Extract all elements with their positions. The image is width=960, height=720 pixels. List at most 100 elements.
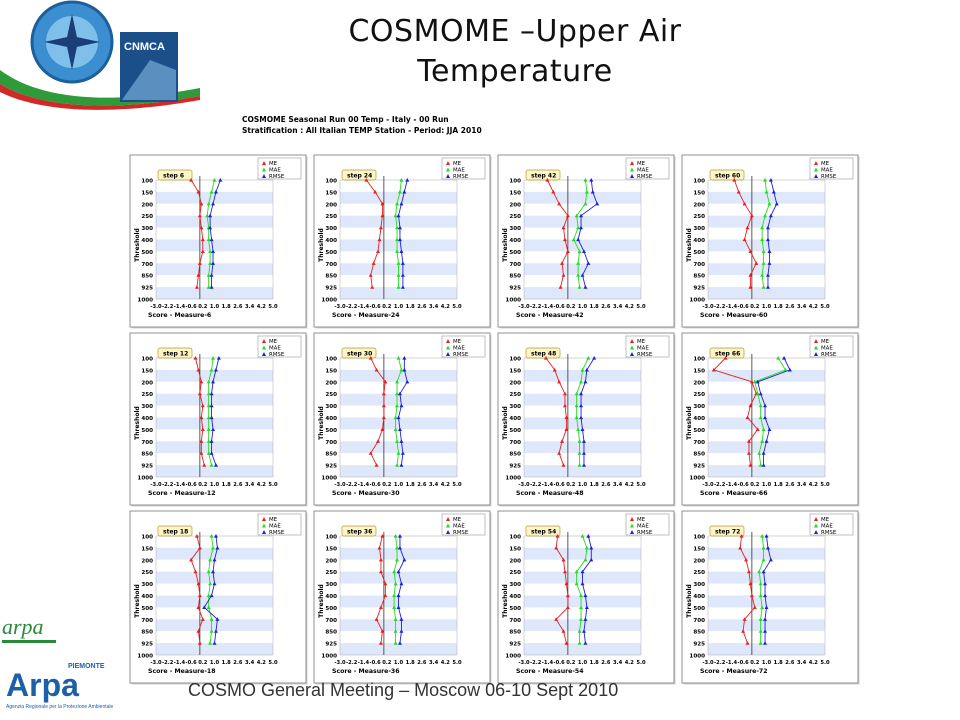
y-axis-label: Threshold — [318, 228, 325, 262]
data-point-mae — [209, 367, 214, 372]
data-point-me — [723, 356, 728, 360]
plot-band — [156, 547, 273, 560]
x-tick-label: 0.2 — [566, 660, 576, 666]
plot-band — [156, 441, 273, 454]
data-point-me — [197, 391, 202, 396]
x-tick-label: 3.4 — [429, 304, 439, 310]
plot-band — [708, 465, 825, 477]
step-badge-label: step 66 — [715, 351, 740, 358]
plot-band — [340, 203, 457, 216]
legend-box — [441, 513, 486, 536]
data-point-me — [383, 379, 388, 384]
y-tick-label: 700 — [141, 440, 153, 446]
y-tick-label: 1000 — [321, 476, 337, 482]
data-point-rmse — [209, 237, 214, 242]
x-tick-label: 5.0 — [636, 660, 646, 666]
y-tick-label: 850 — [325, 630, 337, 636]
legend-marker — [262, 161, 266, 165]
data-point-mae — [576, 225, 581, 230]
plot-band — [524, 287, 641, 299]
step-badge-label: step 18 — [163, 529, 188, 536]
x-tick-label: 1.8 — [590, 482, 600, 488]
data-point-me — [200, 427, 205, 431]
y-tick-label: 1000 — [689, 654, 705, 660]
plot-band — [340, 287, 457, 299]
plot-band — [524, 429, 641, 442]
legend-label: MAE — [453, 346, 465, 352]
data-point-me — [378, 605, 383, 609]
data-point-mae — [206, 427, 211, 431]
y-tick-label: 400 — [693, 416, 705, 422]
data-point-mae — [206, 569, 211, 574]
data-point-me — [371, 261, 376, 265]
data-point-rmse — [768, 178, 773, 182]
data-point-mae — [571, 237, 576, 242]
data-point-rmse — [397, 225, 402, 230]
series-line-mae — [573, 179, 588, 288]
x-tick-label: 1.8 — [590, 660, 600, 666]
y-tick-label: 250 — [509, 392, 521, 398]
data-point-rmse — [580, 427, 585, 431]
data-point-mae — [206, 391, 211, 396]
x-tick-label: 5.0 — [268, 304, 278, 310]
plot-area — [155, 535, 274, 656]
data-point-rmse — [763, 593, 768, 598]
data-point-me — [374, 617, 379, 621]
legend-label: MAE — [269, 524, 281, 530]
data-point-rmse — [764, 605, 769, 609]
x-tick-label: 4.2 — [257, 482, 267, 488]
y-tick-label: 1000 — [689, 298, 705, 304]
data-point-mae — [584, 545, 589, 550]
x-tick-label: 3.4 — [245, 304, 255, 310]
y-tick-label: 925 — [693, 286, 705, 292]
x-tick-label: -1.4 — [542, 304, 554, 310]
data-point-me — [746, 451, 751, 455]
y-tick-label: 925 — [693, 464, 705, 470]
data-point-me — [752, 605, 757, 609]
data-point-rmse — [212, 641, 217, 645]
data-point-mae — [760, 273, 765, 277]
x-tick-label: 2.6 — [785, 482, 795, 488]
x-tick-label: -3.0 — [334, 482, 346, 488]
x-tick-label: 2.6 — [233, 482, 243, 488]
legend-label: MAE — [453, 524, 465, 530]
y-tick-label: 1000 — [137, 476, 153, 482]
plot-band — [708, 393, 825, 406]
x-tick-label: -2.2 — [162, 482, 174, 488]
plot-area — [339, 535, 458, 656]
x-tick-label: -1.4 — [358, 304, 370, 310]
data-point-rmse — [208, 213, 213, 218]
step-badge-label: step 12 — [163, 351, 188, 358]
x-tick-label: -1.4 — [542, 660, 554, 666]
x-tick-label: 1.8 — [590, 304, 600, 310]
x-tick-label: 1.0 — [762, 482, 772, 488]
x-tick-label: 4.2 — [441, 482, 451, 488]
data-point-rmse — [399, 581, 404, 586]
y-tick-label: 500 — [325, 250, 337, 256]
legend-label: ME — [821, 161, 830, 167]
data-point-rmse — [579, 225, 584, 230]
x-tick-label: 1.0 — [394, 660, 404, 666]
data-point-mae — [580, 534, 585, 538]
plot-band — [340, 393, 457, 406]
data-point-rmse — [589, 178, 594, 182]
y-tick-label: 300 — [509, 404, 521, 410]
data-point-mae — [758, 593, 763, 598]
data-point-me — [199, 451, 204, 455]
x-tick-label: 0.2 — [198, 482, 208, 488]
data-point-rmse — [576, 237, 581, 242]
data-point-rmse — [584, 605, 589, 609]
y-tick-label: 250 — [509, 214, 521, 220]
data-point-mae — [395, 201, 400, 206]
data-point-me — [744, 557, 749, 562]
series-line-rmse — [767, 179, 778, 288]
data-point-rmse — [758, 391, 763, 396]
step-badge-label: step 24 — [347, 173, 372, 180]
plot-band — [340, 607, 457, 620]
data-point-rmse — [767, 427, 772, 431]
plot-band — [340, 417, 457, 430]
y-tick-label: 850 — [141, 452, 153, 458]
y-tick-label: 100 — [141, 357, 153, 363]
data-point-me — [383, 593, 388, 598]
data-point-me — [562, 237, 567, 242]
